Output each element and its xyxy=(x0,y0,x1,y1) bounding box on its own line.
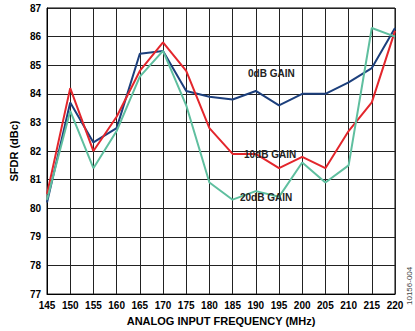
svg-text:165: 165 xyxy=(131,300,148,311)
svg-text:195: 195 xyxy=(271,300,288,311)
svg-text:175: 175 xyxy=(178,300,195,311)
svg-text:145: 145 xyxy=(39,300,56,311)
svg-text:86: 86 xyxy=(30,31,42,42)
svg-text:84: 84 xyxy=(30,88,42,99)
svg-text:82: 82 xyxy=(30,146,42,157)
svg-text:155: 155 xyxy=(85,300,102,311)
svg-text:10156-004: 10156-004 xyxy=(405,266,414,305)
svg-text:83: 83 xyxy=(30,117,42,128)
svg-text:78: 78 xyxy=(30,260,42,271)
svg-text:79: 79 xyxy=(30,231,42,242)
svg-text:185: 185 xyxy=(224,300,241,311)
svg-text:ANALOG INPUT FREQUENCY (MHz): ANALOG INPUT FREQUENCY (MHz) xyxy=(127,315,316,327)
svg-text:170: 170 xyxy=(155,300,172,311)
svg-text:160: 160 xyxy=(108,300,125,311)
svg-text:205: 205 xyxy=(317,300,334,311)
svg-text:220: 220 xyxy=(387,300,404,311)
svg-text:80: 80 xyxy=(30,203,42,214)
svg-text:200: 200 xyxy=(294,300,311,311)
svg-text:SFDR (dBc): SFDR (dBc) xyxy=(8,120,20,181)
svg-text:77: 77 xyxy=(30,289,42,300)
svg-text:190: 190 xyxy=(247,300,264,311)
svg-text:210: 210 xyxy=(340,300,357,311)
svg-text:150: 150 xyxy=(62,300,79,311)
svg-text:10dB GAIN: 10dB GAIN xyxy=(244,149,296,160)
svg-text:87: 87 xyxy=(30,3,42,14)
svg-text:20dB GAIN: 20dB GAIN xyxy=(240,192,292,203)
svg-text:81: 81 xyxy=(30,174,42,185)
svg-text:0dB GAIN: 0dB GAIN xyxy=(248,68,295,79)
svg-text:215: 215 xyxy=(363,300,380,311)
svg-text:180: 180 xyxy=(201,300,218,311)
svg-text:85: 85 xyxy=(30,60,42,71)
